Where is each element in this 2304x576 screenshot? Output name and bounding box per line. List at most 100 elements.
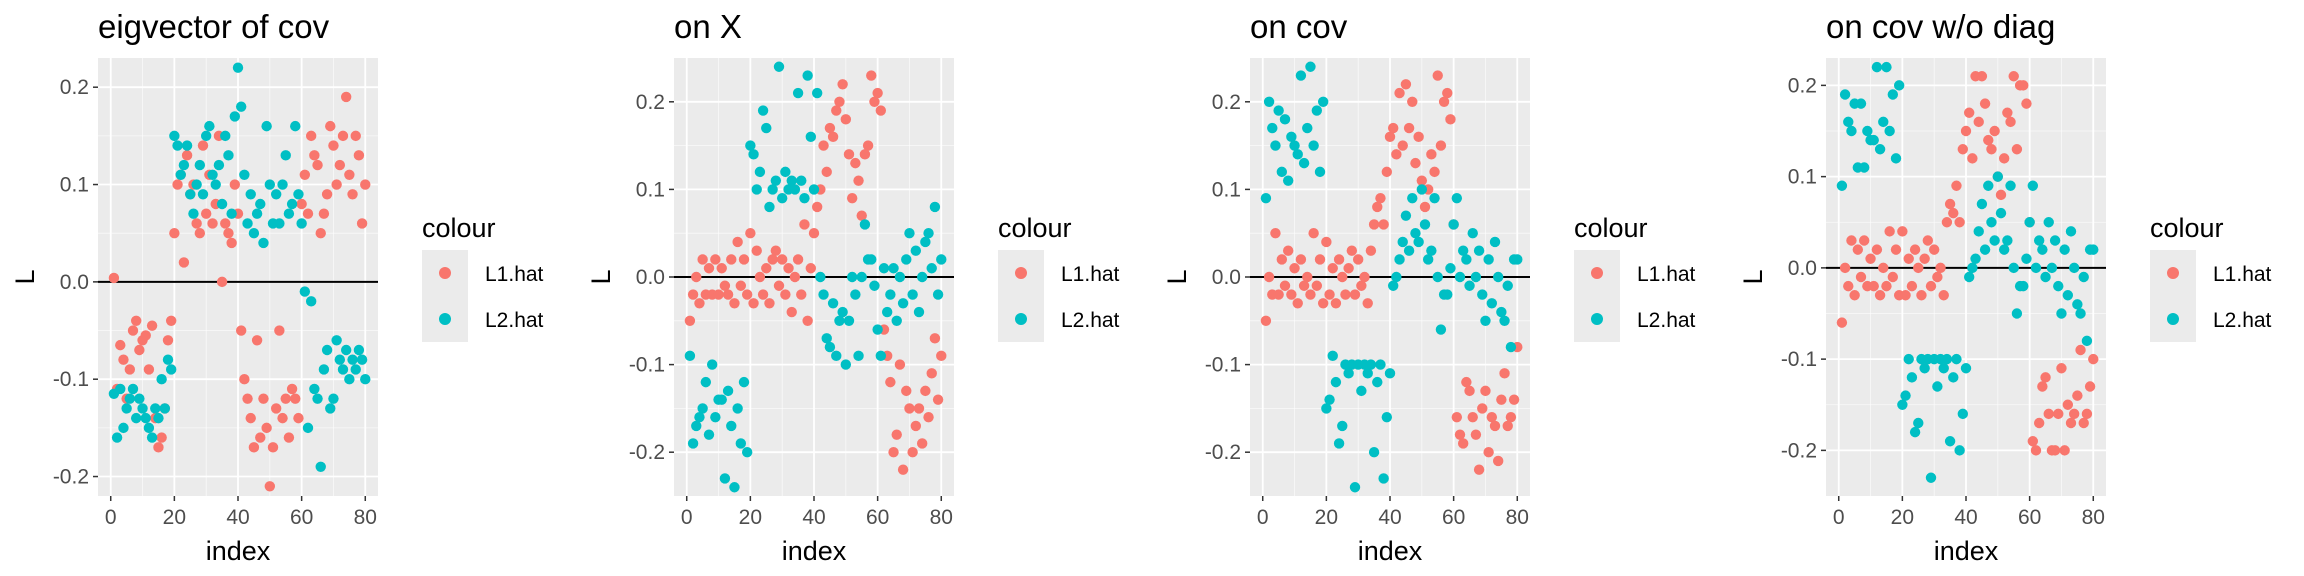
data-point	[843, 315, 855, 326]
data-point	[1276, 166, 1288, 178]
data-point	[258, 393, 269, 404]
data-point	[302, 208, 314, 219]
data-point	[2075, 344, 2086, 356]
data-point	[118, 354, 129, 365]
data-point	[1311, 105, 1323, 116]
data-point	[1486, 411, 1498, 423]
data-point	[124, 364, 136, 375]
data-point	[745, 140, 756, 151]
data-point	[2062, 290, 2074, 301]
data-point	[344, 374, 355, 385]
data-point	[1295, 70, 1307, 81]
data-point	[1457, 438, 1469, 449]
data-point	[251, 208, 263, 219]
data-point	[274, 218, 285, 229]
data-point	[929, 333, 941, 344]
data-point	[916, 438, 928, 449]
data-point	[1973, 226, 1984, 237]
data-point	[328, 393, 339, 404]
data-point	[356, 218, 368, 229]
data-point	[881, 306, 893, 318]
data-point	[146, 320, 158, 331]
legend-entry-L2-hat: L2.hat	[422, 296, 544, 342]
data-point	[1391, 149, 1402, 160]
data-point	[2072, 299, 2083, 310]
data-point	[1317, 96, 1329, 108]
data-point	[2024, 217, 2035, 228]
data-point	[2053, 280, 2064, 292]
data-point	[2056, 308, 2067, 319]
data-point	[344, 169, 355, 180]
data-point	[1416, 175, 1428, 186]
data-point	[1308, 140, 1319, 151]
x-axis-title: index	[206, 536, 271, 566]
data-point	[1865, 253, 1876, 264]
legend-key-swatch	[1591, 313, 1603, 325]
data-point	[1862, 125, 1873, 137]
data-point	[932, 289, 944, 300]
data-point	[108, 272, 120, 284]
data-point	[1954, 445, 1965, 456]
y-tick-label: -0.2	[1205, 441, 1241, 464]
data-point	[1881, 61, 1892, 73]
data-point	[1995, 207, 2007, 219]
series-L2-hat	[1836, 61, 2099, 483]
data-point	[121, 403, 132, 414]
series-L2-hat	[1260, 61, 1523, 493]
data-point	[1970, 253, 1981, 264]
data-point	[1884, 125, 1895, 137]
data-point	[1407, 96, 1418, 108]
data-point	[207, 218, 218, 229]
data-point	[1317, 298, 1329, 309]
data-point	[200, 130, 212, 142]
data-point	[137, 403, 148, 414]
data-point	[2030, 445, 2042, 456]
data-point	[1839, 89, 1851, 100]
data-point	[1413, 131, 1424, 143]
data-point	[805, 131, 817, 143]
data-point	[697, 403, 708, 414]
data-point	[156, 374, 167, 385]
data-point	[1349, 482, 1361, 493]
data-point	[309, 150, 320, 161]
y-tick-label: 0.0	[1788, 257, 1817, 280]
data-point	[140, 330, 151, 341]
data-point	[850, 157, 861, 169]
data-point	[1429, 166, 1440, 178]
data-point	[165, 364, 177, 375]
x-tick-label: 40	[226, 506, 249, 529]
data-point	[1467, 228, 1478, 239]
data-point	[309, 383, 320, 395]
data-point	[1470, 271, 1482, 283]
data-point	[1368, 219, 1380, 230]
data-point	[894, 271, 906, 283]
x-tick-label: 40	[1378, 506, 1401, 529]
data-point	[1989, 235, 2000, 246]
data-point	[1887, 271, 1899, 283]
x-tick-label: 20	[739, 506, 762, 529]
data-point	[1286, 131, 1297, 143]
data-point	[1858, 162, 1870, 173]
data-point	[220, 218, 231, 229]
legend-entry-L1-hat: L1.hat	[998, 250, 1120, 296]
data-point	[305, 130, 317, 142]
data-point	[248, 228, 260, 239]
data-point	[1881, 280, 1892, 292]
data-point	[821, 166, 832, 178]
data-point	[1372, 376, 1383, 388]
data-point	[337, 364, 349, 375]
data-point	[824, 122, 836, 134]
data-point	[1944, 198, 1956, 210]
y-tick-label: -0.2	[629, 441, 665, 464]
data-point	[191, 218, 202, 229]
data-point	[799, 219, 810, 230]
data-point	[188, 208, 199, 219]
data-point	[2088, 353, 2099, 365]
data-point	[904, 403, 915, 414]
data-point	[1263, 271, 1275, 283]
data-point	[1508, 394, 1520, 405]
data-point	[859, 149, 871, 160]
data-point	[687, 289, 699, 300]
data-point	[1909, 244, 1921, 255]
